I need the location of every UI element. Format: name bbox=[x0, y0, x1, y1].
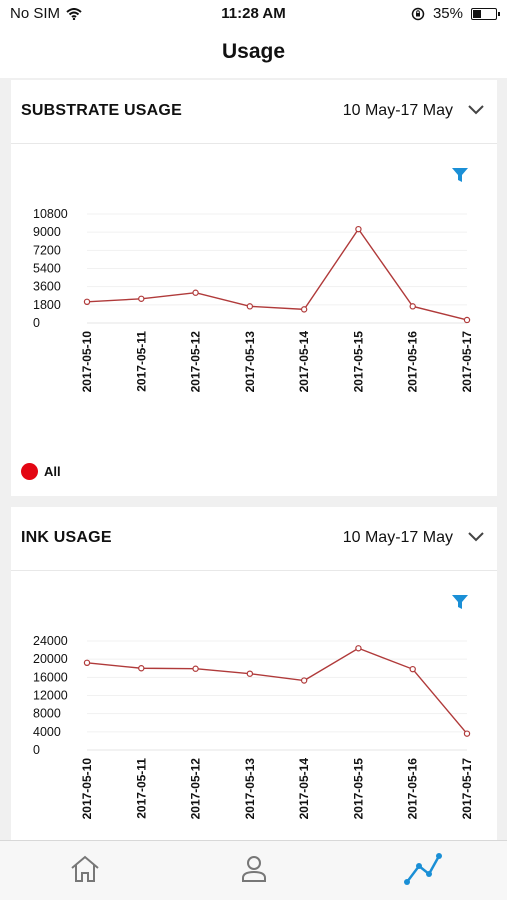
x-tick-label: 2017-05-13 bbox=[243, 758, 257, 820]
substrate-legend[interactable]: All bbox=[21, 463, 61, 480]
substrate-date-range[interactable]: 10 May-17 May bbox=[342, 102, 453, 119]
status-bar: No SIM 11:28 AM 35% bbox=[0, 0, 507, 28]
x-tick-label: 2017-05-14 bbox=[297, 331, 311, 393]
rotation-lock-icon bbox=[411, 7, 425, 20]
home-icon bbox=[71, 855, 99, 882]
battery-percent: 35% bbox=[432, 5, 463, 22]
data-point[interactable] bbox=[246, 303, 254, 310]
x-tick-label: 2017-05-15 bbox=[351, 331, 365, 393]
x-tick-label: 2017-05-12 bbox=[189, 331, 203, 393]
carrier-label: No SIM bbox=[10, 5, 61, 22]
filter-icon[interactable] bbox=[451, 166, 469, 184]
status-right: 35% bbox=[411, 5, 500, 22]
data-point[interactable] bbox=[246, 670, 254, 677]
data-point[interactable] bbox=[138, 665, 145, 672]
nav-header: Usage bbox=[0, 28, 507, 78]
data-point[interactable] bbox=[409, 665, 416, 673]
data-point[interactable] bbox=[83, 298, 91, 306]
y-tick-label: 5400 bbox=[33, 262, 61, 276]
x-tick-label: 2017-05-15 bbox=[351, 758, 365, 820]
x-tick-label: 2017-05-16 bbox=[406, 331, 420, 393]
data-point[interactable] bbox=[355, 645, 362, 652]
data-point[interactable] bbox=[409, 303, 416, 310]
tab-usage[interactable] bbox=[403, 849, 443, 889]
ink-card-header[interactable]: INK USAGE 10 May-17 May bbox=[11, 507, 497, 571]
person-icon bbox=[242, 856, 266, 882]
substrate-card-title: SUBSTRATE USAGE bbox=[21, 102, 182, 119]
status-left: No SIM bbox=[10, 5, 82, 22]
y-tick-label: 0 bbox=[33, 316, 40, 330]
substrate-card-header[interactable]: SUBSTRATE USAGE 10 May-17 May bbox=[11, 80, 497, 144]
line-chart-icon bbox=[404, 853, 442, 885]
legend-label: All bbox=[44, 464, 61, 479]
ink-card-title: INK USAGE bbox=[21, 529, 112, 546]
y-tick-label: 9000 bbox=[33, 225, 61, 239]
battery-icon bbox=[471, 7, 500, 20]
y-tick-label: 16000 bbox=[33, 670, 68, 684]
wifi-icon bbox=[66, 7, 82, 20]
x-tick-label: 2017-05-16 bbox=[406, 758, 420, 820]
y-tick-label: 20000 bbox=[33, 652, 68, 666]
ink-date-range[interactable]: 10 May-17 May bbox=[342, 529, 453, 546]
x-tick-label: 2017-05-10 bbox=[80, 758, 94, 820]
tab-bar bbox=[0, 840, 507, 900]
battery-fill bbox=[473, 9, 481, 18]
x-tick-label: 2017-05-12 bbox=[189, 758, 203, 820]
y-tick-label: 7200 bbox=[33, 243, 61, 257]
data-point[interactable] bbox=[192, 665, 199, 672]
filter-icon[interactable] bbox=[451, 593, 469, 611]
tab-profile[interactable] bbox=[234, 849, 274, 889]
chevron-down-icon[interactable] bbox=[467, 529, 485, 543]
substrate-usage-card: SUBSTRATE USAGE 10 May-17 May 0 1800 3600 5… bbox=[11, 80, 497, 496]
y-tick-label: 10800 bbox=[33, 207, 68, 221]
data-point[interactable] bbox=[463, 316, 471, 324]
data-point[interactable] bbox=[463, 730, 471, 737]
legend-dot bbox=[21, 463, 38, 480]
x-tick-label: 2017-05-13 bbox=[243, 331, 257, 393]
x-tick-label: 2017-05-17 bbox=[460, 758, 474, 820]
page-title: Usage bbox=[221, 40, 286, 63]
substrate-usage-chart: 0 1800 3600 5400 7200 9000 10800 2017-05-10 2017… bbox=[33, 207, 474, 393]
ink-usage-chart: 0 4000 8000 12000 16000 20000 24000 2017-05-10 2… bbox=[33, 634, 474, 820]
chevron-down-icon[interactable] bbox=[467, 102, 485, 116]
data-point[interactable] bbox=[138, 295, 145, 302]
data-point[interactable] bbox=[83, 659, 91, 667]
y-tick-label: 3600 bbox=[33, 280, 61, 294]
series-line bbox=[86, 227, 468, 321]
y-tick-label: 12000 bbox=[33, 689, 68, 703]
data-point[interactable] bbox=[192, 289, 199, 296]
x-tick-label: 2017-05-11 bbox=[134, 758, 148, 819]
y-tick-label: 1800 bbox=[33, 298, 61, 312]
x-tick-label: 2017-05-14 bbox=[297, 758, 311, 820]
data-point[interactable] bbox=[355, 225, 362, 233]
y-tick-label: 4000 bbox=[33, 725, 61, 739]
x-tick-label: 2017-05-11 bbox=[134, 331, 148, 392]
y-tick-label: 24000 bbox=[33, 634, 68, 648]
ink-usage-card: INK USAGE 10 May-17 May 0 4000 8000 12000 16… bbox=[11, 507, 497, 847]
tab-home[interactable] bbox=[65, 849, 105, 889]
y-tick-label: 8000 bbox=[33, 707, 61, 721]
series-line bbox=[86, 647, 468, 735]
y-tick-label: 0 bbox=[33, 743, 40, 757]
x-tick-label: 2017-05-10 bbox=[80, 331, 94, 393]
data-point[interactable] bbox=[300, 306, 308, 313]
x-tick-label: 2017-05-17 bbox=[460, 331, 474, 393]
data-point[interactable] bbox=[300, 677, 308, 684]
status-time: 11:28 AM bbox=[221, 5, 286, 22]
